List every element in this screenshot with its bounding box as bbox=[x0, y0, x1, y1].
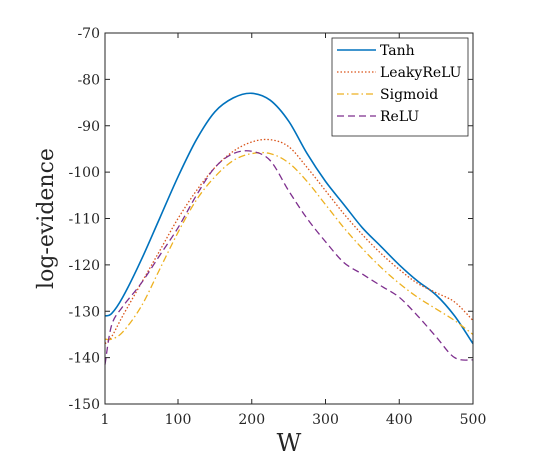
y-tick-label-4: -110 bbox=[69, 212, 100, 228]
series-layer bbox=[104, 92, 474, 365]
tick-label-layer: 1 100 200 300 400 500 -150 -140 -130 -120 -110 -100… bbox=[69, 26, 487, 428]
x-tick-label-1: 100 bbox=[165, 412, 192, 428]
x-tick-label-5: 500 bbox=[460, 412, 487, 428]
x-tick-label-0: 1 bbox=[101, 412, 110, 428]
legend-label-leakyrelu: LeakyReLU bbox=[380, 65, 462, 81]
series-line-tanh bbox=[104, 92, 474, 345]
series-line-leakyrelu bbox=[104, 138, 474, 345]
legend-label-relu: ReLU bbox=[380, 109, 419, 125]
y-tick-label-3: -120 bbox=[69, 258, 100, 274]
legend-label-sigmoid: Sigmoid bbox=[380, 87, 438, 103]
legend-box bbox=[331, 37, 469, 137]
series-line-sigmoid bbox=[104, 151, 474, 341]
y-tick-label-0: -150 bbox=[69, 397, 100, 413]
series-line-relu bbox=[104, 150, 474, 365]
x-tick-label-2: 200 bbox=[238, 412, 265, 428]
legend-label-tanh: Tanh bbox=[380, 43, 415, 59]
y-tick-label-2: -130 bbox=[69, 304, 100, 320]
y-tick-label-6: -90 bbox=[77, 119, 100, 135]
y-tick-label-1: -140 bbox=[69, 351, 100, 367]
y-tick-label-8: -70 bbox=[77, 26, 100, 42]
y-tick-label-5: -100 bbox=[69, 165, 100, 181]
x-axis-title: W bbox=[277, 429, 302, 457]
y-axis-title: log-evidence bbox=[34, 148, 59, 289]
legend: Tanh LeakyReLU Sigmoid ReLU bbox=[331, 37, 469, 137]
x-tick-label-3: 300 bbox=[312, 412, 339, 428]
x-tick-label-4: 400 bbox=[386, 412, 413, 428]
legend-items: Tanh LeakyReLU Sigmoid ReLU bbox=[337, 43, 462, 125]
y-tick-label-7: -80 bbox=[77, 72, 100, 88]
tick-layer bbox=[104, 32, 474, 405]
